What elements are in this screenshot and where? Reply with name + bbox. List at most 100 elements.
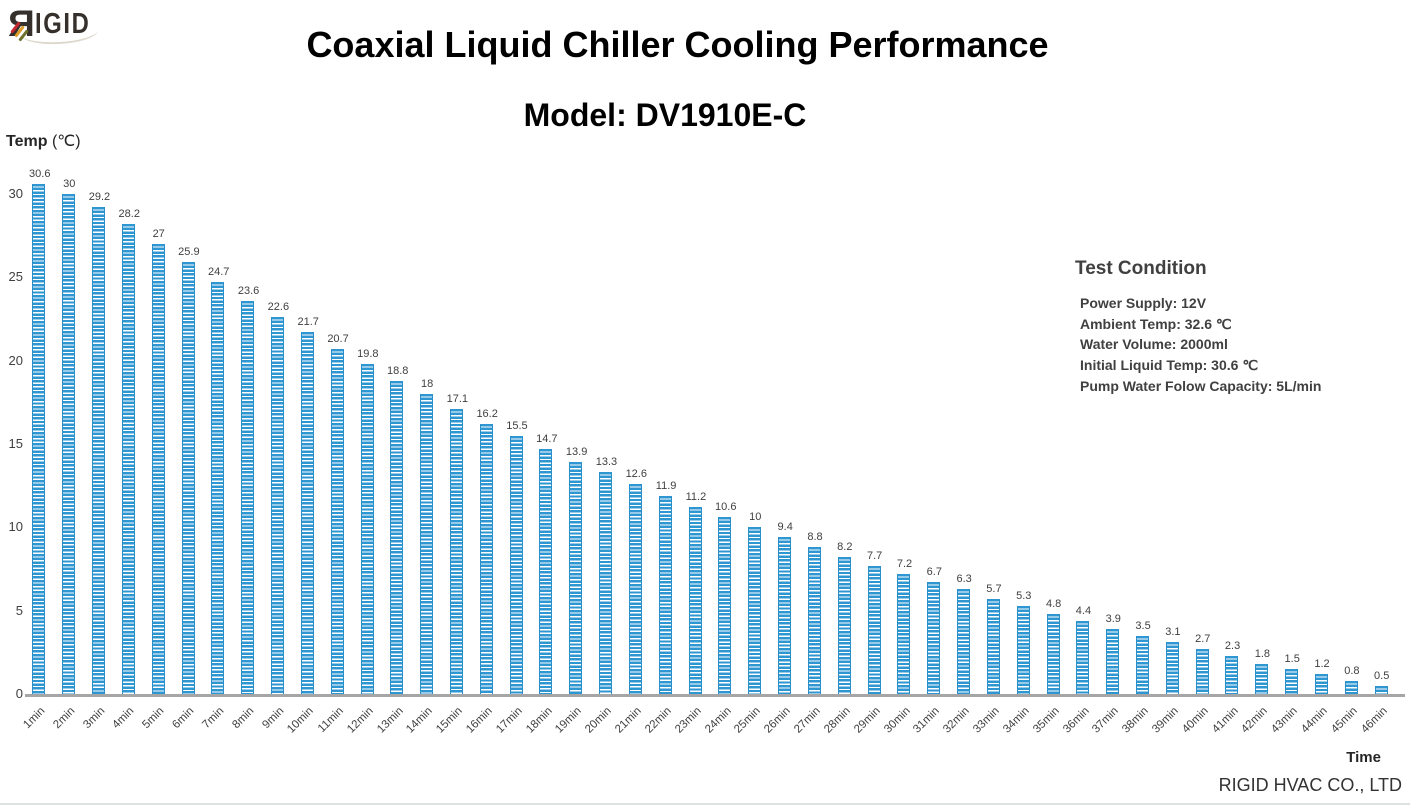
x-tick-label: 35min — [1030, 705, 1062, 736]
bar — [479, 424, 493, 694]
bar-value-label: 24.7 — [208, 266, 230, 279]
x-tick-label: 5min — [140, 705, 167, 732]
x-tick-label: 21min — [613, 705, 644, 736]
bar — [1195, 649, 1209, 694]
bar-value-label: 18.8 — [386, 364, 409, 377]
y-axis-title-text: Temp — [6, 133, 48, 150]
x-tick-label: 29min — [851, 705, 883, 736]
bar — [688, 507, 702, 694]
bar — [807, 547, 821, 694]
x-axis-tick-labels: 1min 2min 3min 4min 5min 6min 7min 8min 9min 10mi… — [21, 700, 1396, 775]
bar — [390, 380, 404, 694]
bar — [658, 495, 672, 694]
bar-value-label: 3.9 — [1105, 613, 1121, 625]
bar-value-label: 5.7 — [986, 583, 1002, 595]
bar-value-label: 30 — [63, 178, 76, 190]
bar-value-label: 13.9 — [565, 446, 588, 459]
x-tick-label: 6min — [170, 705, 197, 732]
x-tick-label: 40min — [1179, 705, 1211, 736]
x-tick-label: 22min — [643, 705, 674, 736]
test-condition-item-initial-temp: Initial Liquid Temp: 30.6 ℃ — [1080, 357, 1259, 374]
x-tick-label: 15min — [434, 705, 465, 736]
bar — [1016, 605, 1030, 694]
test-condition-panel: Test Condition Power Supply: 12V Ambient… — [1075, 258, 1405, 397]
test-condition-item-volume: Water Volume: 2000ml — [1080, 336, 1228, 353]
bar-value-label: 1.5 — [1284, 653, 1300, 665]
x-tick-label: 38min — [1120, 705, 1151, 736]
bar-value-label: 25.9 — [178, 246, 200, 259]
bar — [330, 349, 344, 694]
bar-value-label: 10.6 — [715, 501, 737, 514]
bar-value-label: 21.7 — [297, 316, 319, 329]
bar — [599, 472, 613, 694]
bar — [569, 462, 583, 694]
x-tick-label: 36min — [1060, 705, 1092, 736]
bar — [211, 282, 225, 694]
chart-subtitle: Model: DV1910E-C — [523, 97, 807, 133]
x-tick-label: 16min — [464, 705, 495, 736]
x-tick-label: 27min — [792, 705, 823, 736]
bar — [1076, 620, 1090, 694]
bar-value-label: 4.4 — [1075, 604, 1092, 617]
bar — [897, 574, 911, 694]
y-tick-label: 20 — [8, 352, 23, 368]
bar-value-label: 29.2 — [88, 191, 111, 204]
x-tick-label: 44min — [1299, 705, 1330, 736]
x-tick-label: 13min — [374, 705, 406, 736]
x-tick-label: 9min — [259, 705, 287, 732]
bar-value-label: 18 — [421, 378, 434, 390]
bar — [360, 364, 374, 694]
x-tick-label: 46min — [1358, 705, 1390, 736]
bar-value-label: 5.3 — [1016, 589, 1032, 602]
bar-value-label: 22.6 — [267, 301, 290, 314]
bar — [927, 582, 941, 694]
bar-value-label: 28.2 — [118, 208, 140, 220]
x-tick-label: 19min — [553, 705, 585, 736]
x-tick-label: 4min — [110, 705, 137, 732]
x-tick-label: 41min — [1209, 705, 1241, 736]
x-tick-label: 39min — [1150, 705, 1181, 736]
bar — [778, 537, 792, 694]
x-tick-label: 8min — [230, 705, 257, 732]
bar-value-label: 16.2 — [476, 408, 498, 420]
x-tick-label: 3min — [80, 705, 108, 732]
bar-value-label: 11.9 — [655, 479, 677, 492]
bar — [1135, 635, 1149, 694]
y-tick-label: 5 — [15, 602, 23, 618]
bar — [449, 409, 463, 694]
chart-title: Coaxial Liquid Chiller Cooling Performan… — [306, 24, 1049, 65]
bar-value-label: 7.2 — [896, 558, 913, 570]
test-condition-item-pump: Pump Water Folow Capacity: 5L/min — [1080, 377, 1322, 394]
bar — [957, 589, 971, 694]
bar — [1165, 642, 1179, 694]
bar — [1255, 664, 1269, 694]
x-tick-label: 14min — [404, 705, 436, 736]
bar — [121, 224, 135, 694]
bar-value-label: 13.3 — [595, 456, 618, 469]
bar — [1046, 614, 1060, 694]
y-tick-label: 15 — [8, 436, 23, 451]
x-tick-label: 10min — [285, 705, 316, 736]
bar — [151, 244, 165, 694]
x-tick-label: 20min — [583, 705, 615, 736]
bar-value-label: 30.6 — [29, 168, 51, 180]
bar-value-label: 27 — [152, 228, 165, 240]
bar — [628, 484, 642, 694]
x-axis-line — [25, 694, 1405, 697]
logo-text: IGID — [34, 8, 91, 40]
x-tick-label: 25min — [732, 705, 764, 736]
bar — [539, 449, 553, 694]
bar-value-label: 6.3 — [956, 573, 972, 585]
plot-area: 30.6 30 29.2 28.2 27 25.9 24.7 23.6 22.6 21.7 20.7… — [24, 168, 1396, 694]
x-tick-label: 28min — [822, 705, 853, 736]
bar — [420, 394, 434, 694]
bar — [509, 435, 523, 694]
bar — [1314, 674, 1328, 694]
bar-value-label: 7.7 — [866, 549, 883, 562]
x-tick-label: 43min — [1269, 705, 1301, 736]
bar-value-label: 1.2 — [1314, 658, 1330, 670]
y-axis-title: Temp (℃) — [6, 131, 81, 151]
x-tick-label: 32min — [941, 705, 973, 736]
bar-value-label: 3.1 — [1165, 626, 1181, 639]
